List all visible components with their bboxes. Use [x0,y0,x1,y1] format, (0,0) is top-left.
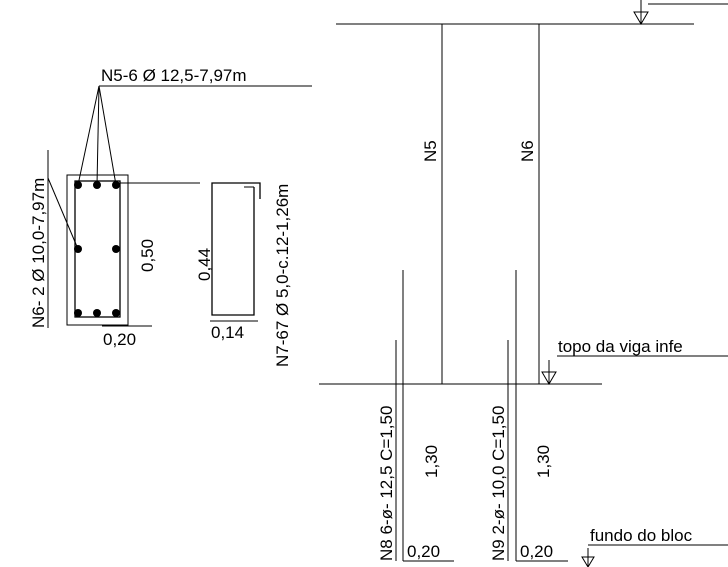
n9-length: 1,30 [534,445,553,478]
level-marker-icon [633,11,649,25]
n9-label: N9 2-ø- 10,0 C=1,50 [489,406,508,561]
n8-width: 0,20 [407,542,440,561]
block-bottom-marker-icon [581,556,595,567]
rebar-dot [112,245,120,253]
rebar-dot [74,309,82,317]
section-height-dim: 0,50 [138,239,157,272]
n5-bar-label: N5-6 Ø 12,5-7,97m [101,66,247,85]
rebar-dot [93,309,101,317]
stirrup-shape [211,182,261,316]
n5-leader-line [96,85,100,186]
beam-top-label: topo da viga infe [558,337,683,356]
stirrup-detail: 0,14 0,44 N7-67 Ø 5,0-c.12-1,26m [195,182,292,367]
n6-leader-line [47,177,79,250]
beam-top-marker-icon [541,371,557,385]
n8-label: N8 6-ø- 12,5 C=1,50 [377,406,396,561]
rebar-dot [112,309,120,317]
beam-cross-section: N5-6 Ø 12,5-7,97m N6- 2 Ø 10,0-7,97m 0,2… [29,66,312,349]
n8-length: 1,30 [422,445,441,478]
stirrup-width-dim: 0,14 [211,323,244,342]
n6-bar-label: N6- 2 Ø 10,0-7,97m [29,178,48,328]
elevation-view: N5 N6 topo da viga infe N8 6-ø- 12,5 C=1… [319,0,728,567]
n6-elevation-label: N6 [518,140,537,162]
stirrup-height-dim: 0,44 [195,248,214,281]
stirrup-label: N7-67 Ø 5,0-c.12-1,26m [273,184,292,367]
block-bottom-label: fundo do bloc [590,526,693,545]
section-width-dim: 0,20 [103,330,136,349]
n5-elevation-label: N5 [421,140,440,162]
n5-leader-line [77,85,100,186]
n9-width: 0,20 [520,542,553,561]
n5-leader-line [98,85,117,186]
